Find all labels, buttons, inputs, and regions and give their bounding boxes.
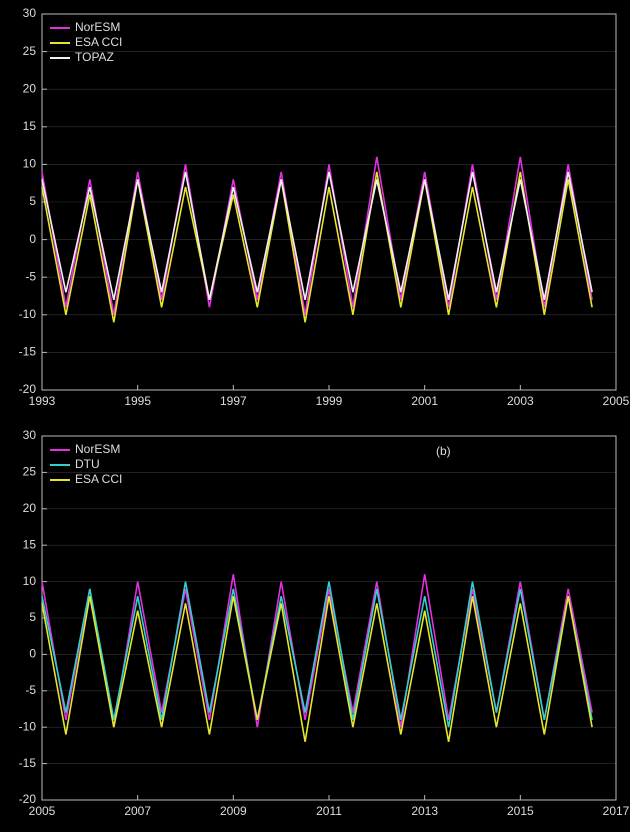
legend-label: NorESM <box>75 442 120 456</box>
x-tick-label: 1995 <box>124 394 151 408</box>
y-tick-label: 30 <box>23 6 37 20</box>
y-tick-label: 5 <box>29 194 36 208</box>
y-tick-label: 25 <box>23 44 37 58</box>
y-tick-label: -10 <box>19 719 37 733</box>
x-tick-label: 2005 <box>29 804 56 818</box>
x-tick-label: 2001 <box>411 394 438 408</box>
y-tick-label: -20 <box>19 382 37 396</box>
y-tick-label: 0 <box>29 647 36 661</box>
legend-label: ESA CCI <box>75 472 122 486</box>
x-tick-label: 2007 <box>124 804 151 818</box>
panel-label: (b) <box>436 444 451 458</box>
x-tick-label: 1999 <box>316 394 343 408</box>
y-tick-label: -20 <box>19 792 37 806</box>
y-tick-label: 25 <box>23 465 37 479</box>
y-tick-label: 15 <box>23 537 37 551</box>
y-tick-label: 10 <box>23 157 37 171</box>
legend-label: ESA CCI <box>75 35 122 49</box>
series-line <box>41 171 593 300</box>
x-tick-label: 2015 <box>507 804 534 818</box>
y-tick-label: -5 <box>25 683 36 697</box>
series-line <box>41 581 593 728</box>
y-tick-label: -5 <box>25 269 36 283</box>
plot-frame <box>41 13 617 391</box>
series-line <box>41 596 593 742</box>
x-tick-label: 1997 <box>220 394 247 408</box>
plot-frame <box>41 435 617 801</box>
y-tick-label: 20 <box>23 501 37 515</box>
x-tick-label: 2017 <box>603 804 630 818</box>
y-tick-label: 10 <box>23 574 37 588</box>
y-tick-label: -15 <box>19 756 37 770</box>
y-tick-label: 30 <box>23 428 37 442</box>
y-tick-label: 20 <box>23 81 37 95</box>
x-tick-label: 1993 <box>29 394 56 408</box>
x-tick-label: 2009 <box>220 804 247 818</box>
y-tick-label: 0 <box>29 232 36 246</box>
x-tick-label: 2003 <box>507 394 534 408</box>
x-tick-label: 2011 <box>316 804 342 818</box>
x-tick-label: 2013 <box>411 804 438 818</box>
legend-label: DTU <box>75 457 100 471</box>
legend-label: NorESM <box>75 20 120 34</box>
y-tick-label: 15 <box>23 119 37 133</box>
y-tick-label: -15 <box>19 345 37 359</box>
legend-label: TOPAZ <box>75 50 114 64</box>
y-tick-label: 5 <box>29 610 36 624</box>
y-tick-label: -10 <box>19 307 37 321</box>
x-tick-label: 2005 <box>603 394 630 408</box>
